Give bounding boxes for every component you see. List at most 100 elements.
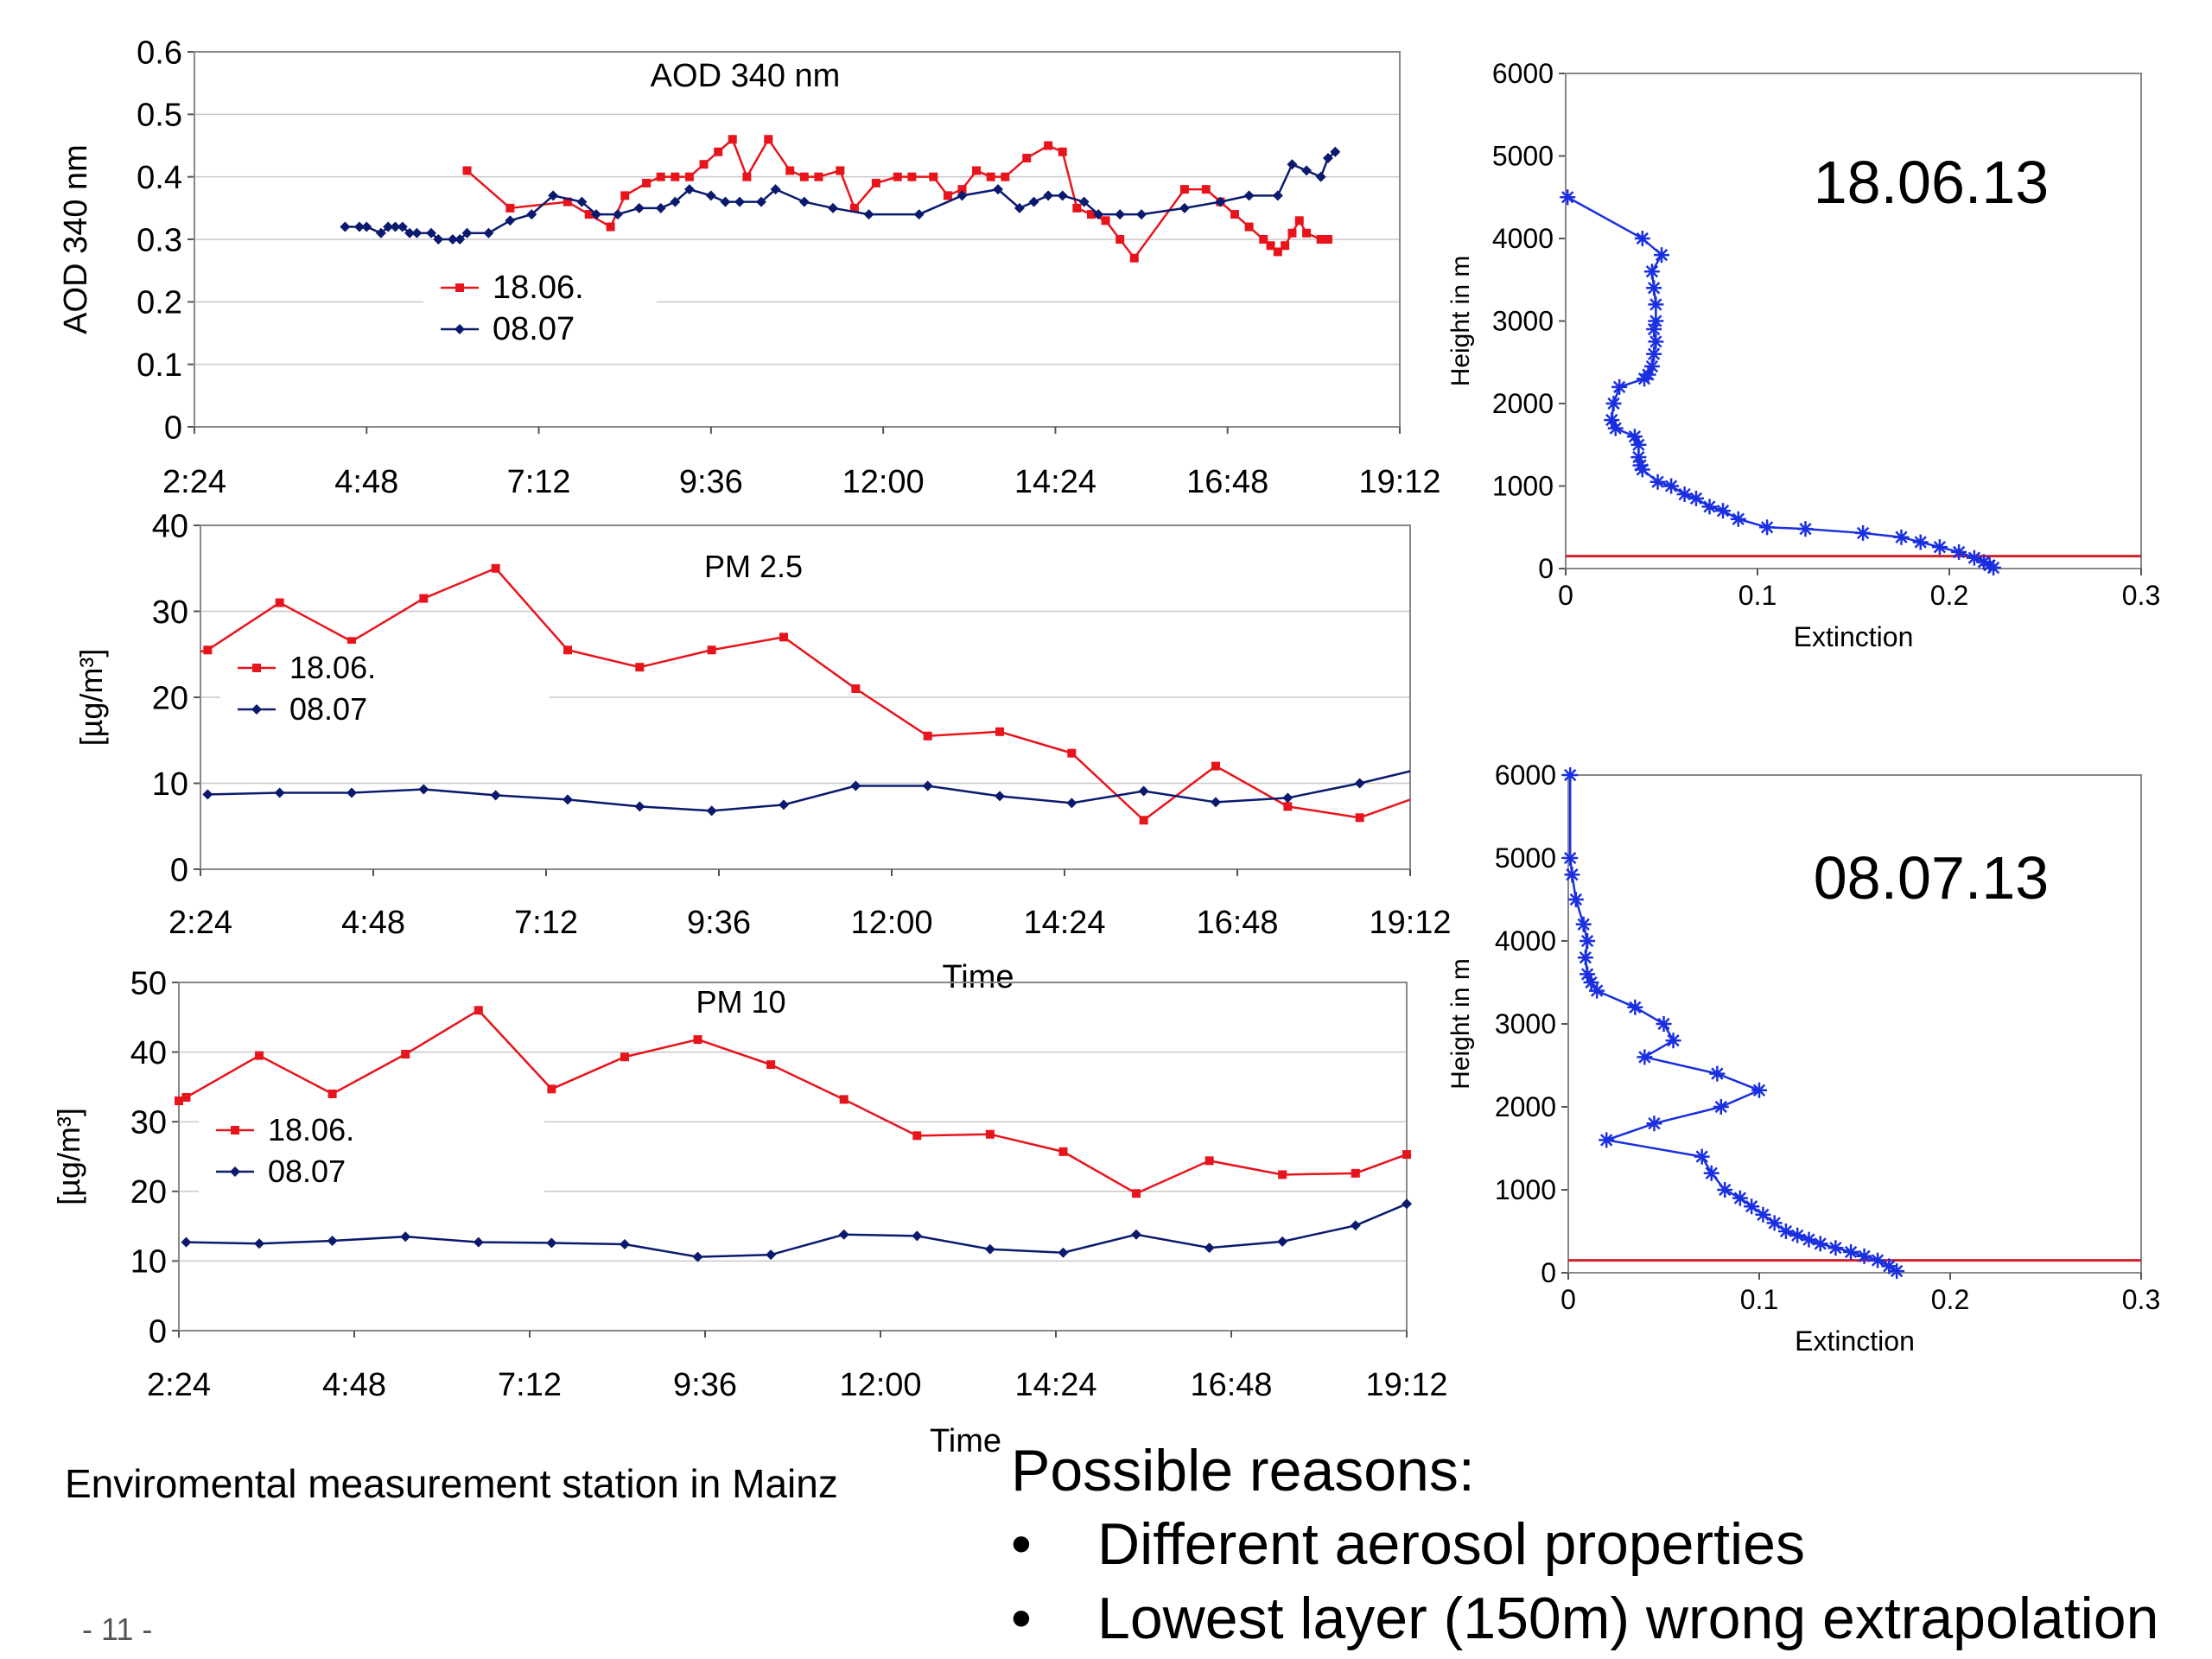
data-point — [1646, 321, 1662, 338]
legend-box — [199, 1106, 544, 1192]
chart-title: AOD 340 nm — [651, 58, 841, 94]
legend-label: 08.07 — [289, 691, 367, 727]
data-point — [1272, 190, 1283, 201]
data-point — [1316, 235, 1325, 244]
data-point — [1759, 519, 1776, 536]
y-tick-label: 20 — [130, 1174, 167, 1211]
data-point — [1975, 554, 1992, 570]
data-point — [383, 221, 394, 232]
data-point — [327, 1236, 338, 1247]
data-point — [275, 598, 284, 607]
data-point — [972, 166, 982, 175]
data-point — [766, 1249, 777, 1261]
data-point — [1562, 767, 1579, 783]
data-point — [526, 209, 537, 220]
data-point — [799, 172, 809, 181]
data-point — [742, 172, 752, 181]
data-point — [1732, 1190, 1748, 1206]
y-tick-label: 0 — [164, 410, 182, 446]
data-point — [546, 1237, 557, 1249]
data-point — [670, 196, 681, 207]
data-point — [1589, 982, 1605, 999]
data-point — [181, 1236, 192, 1248]
y-tick-label: 6000 — [1495, 760, 1556, 791]
x-tick-label: 19:12 — [1365, 1367, 1447, 1403]
data-point — [1323, 235, 1332, 244]
data-point — [1580, 933, 1596, 949]
y-tick-label: 1000 — [1492, 471, 1554, 502]
data-point — [798, 196, 810, 207]
data-point — [1856, 1248, 1872, 1264]
data-point — [404, 227, 416, 238]
y-tick-label: 6000 — [1492, 58, 1554, 89]
y-tick-label: 10 — [152, 766, 188, 803]
y-tick-label: 2000 — [1492, 388, 1554, 419]
data-point — [620, 191, 630, 200]
data-point — [1583, 975, 1599, 990]
data-point — [755, 196, 766, 207]
legend-box — [220, 644, 549, 730]
data-point — [426, 227, 437, 238]
x-tick-label: 19:12 — [1358, 464, 1440, 500]
data-point — [1604, 412, 1620, 429]
x-tick-label: 7:12 — [507, 464, 571, 500]
data-point — [1273, 247, 1282, 257]
series-group — [1567, 196, 1994, 569]
legend-marker — [252, 664, 261, 672]
data-point — [707, 645, 716, 655]
data-point — [779, 799, 789, 810]
data-point — [505, 215, 516, 226]
x-tick-label: 12:00 — [842, 464, 925, 500]
data-point — [684, 172, 694, 181]
data-point — [563, 794, 573, 805]
data-point — [1855, 524, 1872, 541]
data-point — [1266, 241, 1275, 251]
data-point — [1986, 560, 2002, 576]
legend-label: 18.06. — [268, 1112, 354, 1147]
y-tick-label: 5000 — [1492, 141, 1554, 172]
data-point — [1713, 1099, 1729, 1115]
data-point — [828, 202, 839, 213]
series-group — [186, 1203, 1407, 1258]
y-tick-label: 40 — [130, 1035, 167, 1071]
data-point — [1287, 159, 1298, 170]
data-point — [1402, 1150, 1411, 1160]
series-line — [207, 770, 1410, 812]
data-point — [346, 787, 357, 798]
plot-frame — [194, 51, 1401, 428]
data-point — [1626, 429, 1643, 445]
x-tick-label: 0.2 — [1931, 1284, 1969, 1315]
chart-title: 18.06.13 — [1814, 149, 2049, 216]
data-point — [202, 789, 213, 800]
y-tick-label: 0.1 — [137, 347, 182, 384]
data-point — [993, 184, 1003, 195]
data-point — [671, 172, 680, 181]
data-point — [1043, 190, 1054, 201]
data-point — [1139, 816, 1148, 825]
data-point — [1179, 202, 1190, 213]
data-point — [1637, 371, 1653, 387]
reasons-title: Possible reasons: — [1011, 1438, 1475, 1503]
data-point — [1827, 1240, 1844, 1256]
data-point — [957, 190, 968, 201]
x-tick-label: 7:12 — [498, 1367, 562, 1403]
data-point — [984, 1243, 995, 1255]
chart-title: 08.07.13 — [1814, 844, 2049, 912]
series-group — [345, 150, 1337, 241]
data-point — [576, 196, 588, 207]
y-tick-label: 10 — [130, 1244, 167, 1281]
data-point — [714, 147, 723, 156]
data-point — [584, 210, 594, 219]
data-point — [1611, 378, 1628, 395]
data-point — [1843, 1244, 1859, 1260]
series-group — [207, 770, 1410, 812]
data-point — [1656, 1016, 1672, 1032]
data-point — [1138, 785, 1149, 797]
data-point — [893, 172, 902, 181]
reason-item: • Lowest layer (150m) wrong extrapolatio… — [1011, 1581, 2158, 1656]
data-point — [433, 234, 444, 245]
x-axis-label: Time — [930, 1423, 1001, 1459]
y-tick-label: 0.5 — [137, 98, 182, 134]
data-point — [634, 801, 645, 812]
data-point — [1230, 210, 1240, 219]
